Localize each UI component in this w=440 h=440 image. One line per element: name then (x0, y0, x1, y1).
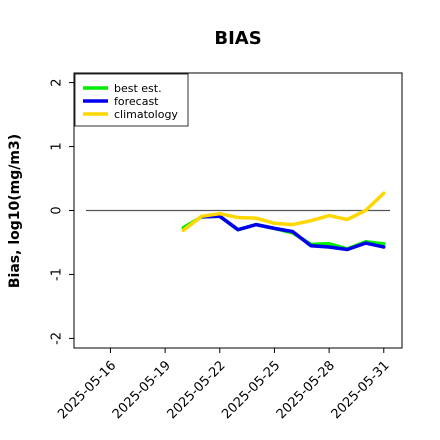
y-tick-label: 0 (50, 206, 65, 214)
series-line-2 (181, 191, 386, 233)
chart-title: BIAS (214, 28, 261, 49)
x-tick-label: 2025-05-31 (329, 358, 393, 422)
series-line-1 (199, 214, 386, 252)
series-lines (181, 191, 386, 252)
x-ticks: 2025-05-162025-05-192025-05-222025-05-25… (55, 348, 393, 422)
y-ticks: 2 1 0 -1 -2 (50, 78, 74, 345)
series-line-0 (181, 214, 386, 251)
y-tick-label: -2 (50, 332, 65, 345)
legend-label-0: best est. (114, 82, 162, 95)
y-tick-label: -1 (50, 268, 65, 281)
y-tick-label: 2 (50, 78, 65, 86)
legend-label-2: climatology (114, 108, 178, 121)
y-tick-label: 1 (50, 142, 65, 150)
y-axis-label: Bias, log10(mg/m3) (7, 134, 23, 288)
legend-label-1: forecast (114, 95, 159, 108)
